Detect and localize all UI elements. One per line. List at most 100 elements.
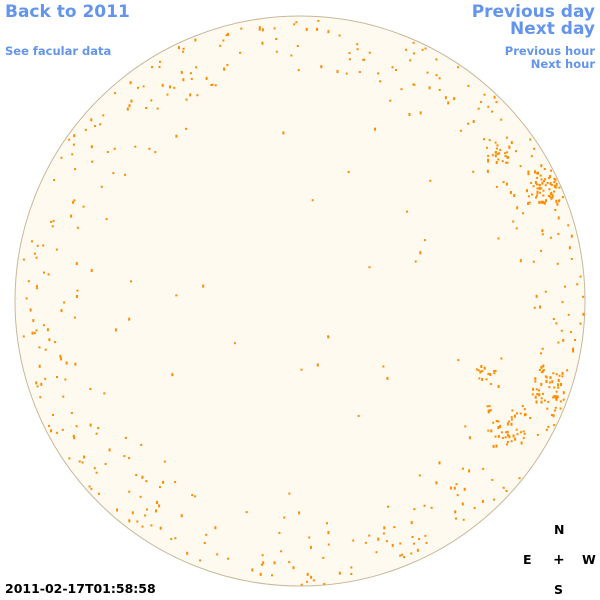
feature-marker xyxy=(519,259,522,263)
feature-marker xyxy=(546,181,549,184)
previous-hour-link[interactable]: Previous hour xyxy=(504,44,595,58)
feature-marker xyxy=(497,385,500,388)
feature-marker xyxy=(538,369,541,371)
feature-marker xyxy=(453,97,456,101)
feature-marker xyxy=(102,114,105,117)
feature-marker xyxy=(555,186,558,189)
feature-marker xyxy=(480,365,483,368)
feature-marker xyxy=(100,185,103,188)
feature-marker xyxy=(557,341,560,344)
feature-marker xyxy=(425,541,428,544)
feature-marker xyxy=(541,181,544,185)
feature-marker xyxy=(82,205,85,208)
feature-marker xyxy=(535,294,538,298)
feature-marker xyxy=(223,67,226,70)
feature-marker xyxy=(523,432,526,435)
feature-marker xyxy=(558,374,561,377)
feature-marker xyxy=(368,51,371,54)
previous-day-link[interactable]: Previous day xyxy=(471,2,595,22)
feature-marker xyxy=(182,47,185,50)
feature-marker xyxy=(155,509,157,513)
feature-marker xyxy=(551,380,554,384)
feature-marker xyxy=(495,161,498,164)
feature-marker xyxy=(74,362,77,366)
feature-marker xyxy=(538,200,541,204)
feature-marker xyxy=(540,164,543,168)
solar-disk xyxy=(14,15,586,587)
feature-marker xyxy=(553,424,556,427)
feature-marker xyxy=(150,524,153,527)
feature-marker xyxy=(73,436,76,440)
feature-marker xyxy=(190,77,193,80)
feature-marker xyxy=(98,492,100,495)
feature-marker xyxy=(515,428,518,431)
feature-marker xyxy=(552,318,555,320)
feature-marker xyxy=(135,474,138,476)
feature-marker xyxy=(424,47,427,50)
feature-marker xyxy=(540,400,543,404)
feature-marker xyxy=(296,45,299,47)
see-facular-data-link[interactable]: See facular data xyxy=(5,44,112,58)
feature-marker xyxy=(502,181,505,184)
feature-marker xyxy=(488,139,491,142)
feature-marker xyxy=(42,244,45,247)
feature-marker xyxy=(555,397,558,401)
feature-marker xyxy=(489,373,492,376)
feature-marker xyxy=(426,71,429,74)
feature-marker xyxy=(75,425,78,428)
feature-marker xyxy=(350,566,353,569)
feature-marker xyxy=(194,495,197,498)
feature-marker xyxy=(550,191,553,195)
feature-marker xyxy=(542,200,545,204)
feature-marker xyxy=(557,386,560,389)
feature-marker xyxy=(399,542,402,545)
feature-marker xyxy=(534,170,536,174)
feature-marker xyxy=(33,332,36,335)
feature-marker xyxy=(273,561,276,565)
feature-marker xyxy=(51,225,54,228)
feature-marker xyxy=(180,514,183,518)
feature-marker xyxy=(75,295,78,298)
feature-marker xyxy=(258,26,261,30)
feature-marker xyxy=(540,187,543,190)
feature-marker xyxy=(506,433,509,437)
back-to-year-link[interactable]: Back to 2011 xyxy=(5,2,130,22)
next-day-link[interactable]: Next day xyxy=(510,19,595,39)
feature-marker xyxy=(505,431,508,434)
feature-marker xyxy=(391,66,394,69)
feature-marker xyxy=(33,252,36,255)
feature-marker xyxy=(541,347,544,350)
feature-marker xyxy=(60,156,63,159)
feature-marker xyxy=(536,192,539,195)
feature-marker xyxy=(90,269,93,272)
feature-marker xyxy=(323,582,326,585)
feature-marker xyxy=(535,400,538,404)
feature-marker xyxy=(538,183,541,186)
feature-marker xyxy=(395,69,397,71)
feature-marker xyxy=(572,347,574,350)
feature-marker xyxy=(129,81,132,85)
feature-marker xyxy=(528,201,531,204)
feature-marker xyxy=(31,331,34,335)
feature-marker xyxy=(539,174,542,177)
feature-marker xyxy=(68,457,71,460)
feature-marker xyxy=(554,209,557,211)
feature-marker xyxy=(95,432,98,435)
feature-marker xyxy=(174,481,177,483)
feature-marker xyxy=(76,226,79,229)
feature-marker xyxy=(300,583,303,586)
feature-marker xyxy=(457,66,460,69)
next-hour-link[interactable]: Next hour xyxy=(530,57,595,71)
feature-marker xyxy=(36,385,39,388)
feature-marker xyxy=(504,152,507,155)
feature-marker xyxy=(104,463,107,465)
feature-marker xyxy=(552,396,555,399)
feature-marker xyxy=(483,138,485,141)
feature-marker xyxy=(518,477,521,480)
feature-marker xyxy=(551,193,554,197)
feature-marker xyxy=(171,373,174,377)
feature-marker xyxy=(311,199,314,202)
feature-marker xyxy=(553,190,556,193)
feature-marker xyxy=(374,127,376,131)
feature-marker xyxy=(72,200,75,204)
